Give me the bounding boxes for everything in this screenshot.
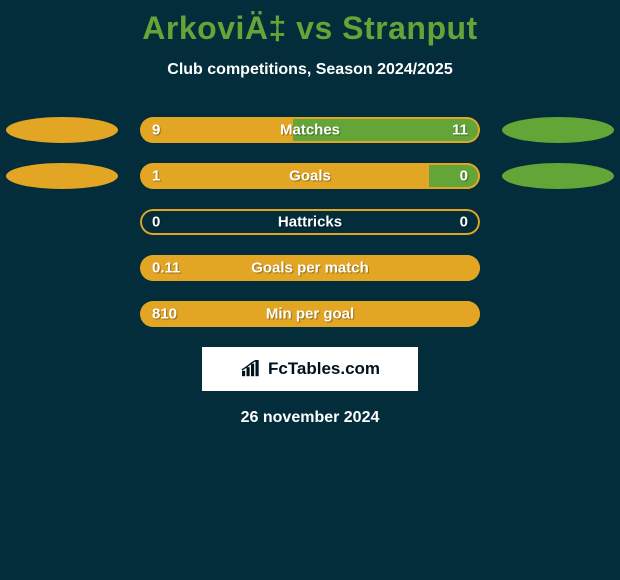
- brand-box: FcTables.com: [202, 347, 418, 391]
- stat-row: 0.11 Goals per match: [0, 255, 620, 281]
- date-text: 26 november 2024: [0, 409, 620, 427]
- stat-row: 9 11 Matches: [0, 117, 620, 143]
- stats-canvas: ArkoviÄ‡ vs Stranput Club competitions, …: [0, 0, 620, 580]
- stat-bar: 0 0 Hattricks: [140, 209, 480, 235]
- value-right: 0: [460, 214, 468, 231]
- badge-left: [6, 255, 118, 281]
- value-right: 11: [452, 122, 468, 139]
- stat-label: Goals: [289, 168, 331, 185]
- value-left: 0.11: [152, 260, 180, 277]
- brand-text: FcTables.com: [268, 359, 380, 379]
- badge-right: [502, 209, 614, 235]
- badge-right: [502, 163, 614, 189]
- value-left: 1: [152, 168, 160, 185]
- stat-bar: 810 Min per goal: [140, 301, 480, 327]
- fill-left: [140, 117, 293, 143]
- stats-rows-container: 9 11 Matches 1 0 Goals 0 0 Hattricks 0.11 Goals pe…: [0, 117, 620, 327]
- page-subtitle: Club competitions, Season 2024/2025: [0, 61, 620, 79]
- fill-right: [429, 163, 480, 189]
- bar-chart-icon: [240, 360, 262, 378]
- stat-row: 810 Min per goal: [0, 301, 620, 327]
- stat-label: Hattricks: [278, 214, 342, 231]
- badge-right: [502, 255, 614, 281]
- page-title: ArkoviÄ‡ vs Stranput: [0, 0, 620, 47]
- stat-row: 0 0 Hattricks: [0, 209, 620, 235]
- value-left: 810: [152, 306, 177, 323]
- stat-label: Goals per match: [251, 260, 369, 277]
- badge-left: [6, 301, 118, 327]
- value-right: 0: [460, 168, 468, 185]
- stat-label: Min per goal: [266, 306, 354, 323]
- stat-bar: 9 11 Matches: [140, 117, 480, 143]
- value-left: 0: [152, 214, 160, 231]
- stat-label: Matches: [280, 122, 340, 139]
- badge-right: [502, 117, 614, 143]
- badge-right: [502, 301, 614, 327]
- value-left: 9: [152, 122, 160, 139]
- badge-left: [6, 117, 118, 143]
- badge-left: [6, 163, 118, 189]
- stat-bar: 0.11 Goals per match: [140, 255, 480, 281]
- badge-left: [6, 209, 118, 235]
- stat-row: 1 0 Goals: [0, 163, 620, 189]
- stat-bar: 1 0 Goals: [140, 163, 480, 189]
